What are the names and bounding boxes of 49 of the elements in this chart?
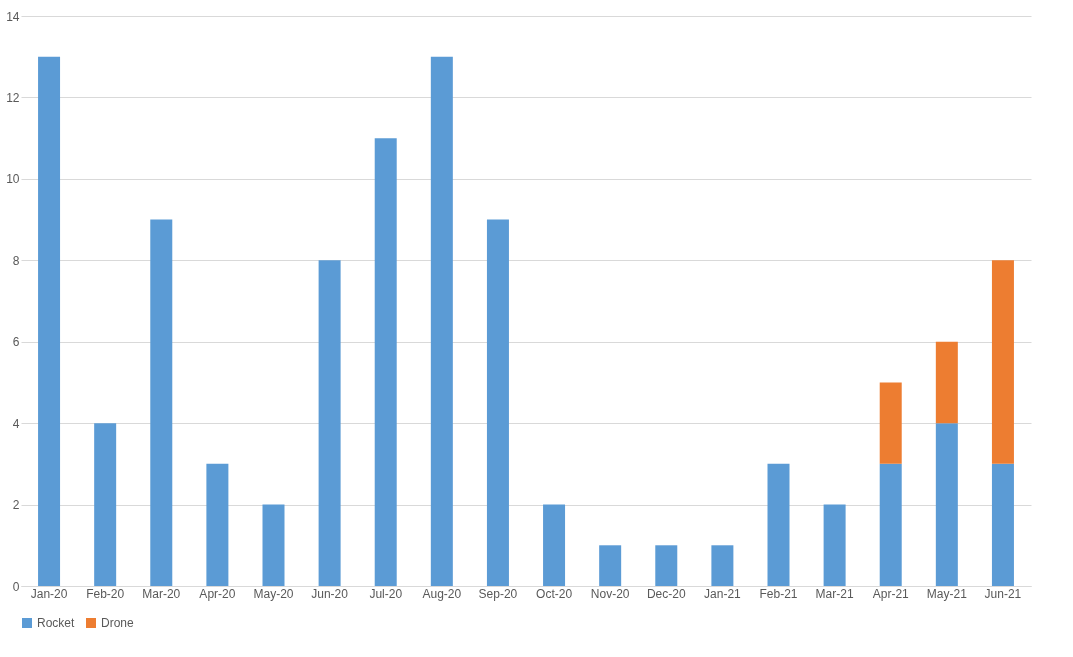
y-tick-label: 8 [12, 253, 20, 268]
bar [543, 504, 566, 586]
y-tick-label: 0 [12, 579, 20, 594]
bar [991, 260, 1014, 464]
bar [262, 504, 285, 586]
bar [599, 545, 622, 586]
x-tick-label: Jun-21 [984, 586, 1022, 601]
bar [879, 382, 902, 464]
x-tick-label: Dec-20 [646, 586, 686, 601]
bar [206, 463, 229, 586]
x-tick-label: Jun-20 [311, 586, 349, 601]
y-tick-label: 14 [6, 9, 20, 24]
x-tick-label: May-20 [253, 586, 294, 601]
x-tick-label: Nov-20 [590, 586, 630, 601]
x-tick-label: Feb-20 [86, 586, 125, 601]
y-tick-label: 10 [6, 172, 20, 187]
x-tick-label: Feb-21 [759, 586, 798, 601]
bar [150, 219, 173, 586]
bar [935, 341, 958, 424]
bar [38, 56, 61, 586]
y-tick-label: 2 [12, 498, 20, 513]
x-tick-label: Apr-20 [199, 586, 236, 601]
y-tick-label: 4 [12, 416, 20, 431]
x-tick-label: May-21 [926, 586, 968, 601]
x-tick-label: Mar-21 [815, 586, 854, 601]
bar [318, 260, 341, 586]
bar [430, 56, 453, 586]
bar [374, 138, 397, 586]
bar [935, 423, 958, 586]
bar [486, 219, 509, 586]
legend-label: Rocket [37, 616, 76, 630]
x-tick-label: Apr-21 [872, 586, 910, 601]
x-tick-label: Aug-20 [422, 586, 462, 601]
bar [991, 463, 1014, 586]
x-tick-label: Jan-21 [704, 586, 742, 601]
bar [823, 504, 846, 586]
x-tick-label: Jul-20 [369, 586, 403, 601]
bar [655, 545, 678, 586]
x-tick-label: Jan-20 [30, 586, 68, 601]
legend-label: Drone [101, 616, 135, 630]
x-tick-label: Mar-20 [142, 586, 181, 601]
x-tick-label: Sep-20 [478, 586, 518, 601]
y-tick-label: 6 [12, 335, 20, 350]
bar [767, 463, 790, 586]
y-tick-label: 12 [6, 90, 20, 105]
bar [94, 423, 117, 586]
x-tick-label: Oct-20 [536, 586, 573, 601]
bar [879, 463, 902, 586]
bar [711, 545, 734, 586]
